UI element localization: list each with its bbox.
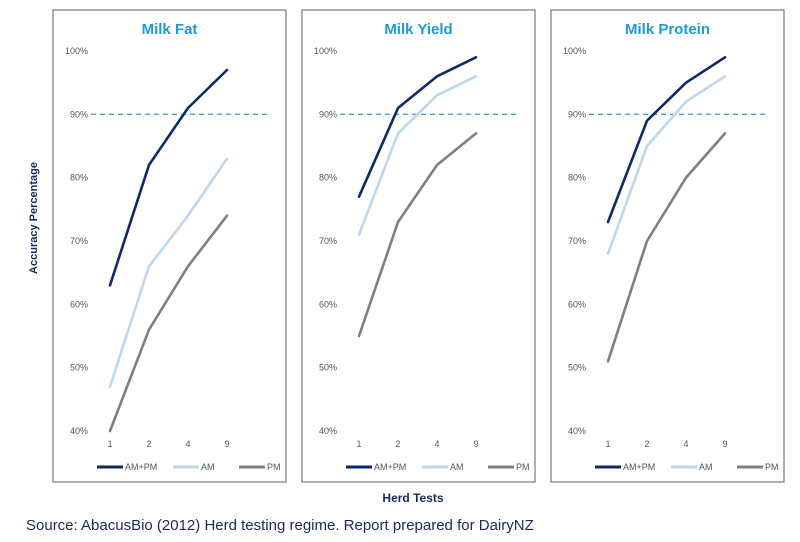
milk-protein-panel-frame <box>550 9 785 483</box>
milk-fat-ytick-label: 90% <box>70 109 88 119</box>
milk-protein-xtick-label: 9 <box>722 439 727 449</box>
milk-yield-legend-label: AM <box>450 462 464 472</box>
milk-protein-ytick-label: 50% <box>568 363 586 373</box>
milk-fat-legend-label: PM <box>267 462 281 472</box>
milk-yield-legend-label: PM <box>516 462 530 472</box>
milk-protein-ytick-label: 70% <box>568 236 586 246</box>
milk-yield-series-am-plus-pm <box>357 56 478 198</box>
milk-fat-xtick-label: 9 <box>224 439 229 449</box>
milk-protein-legend-label: AM <box>699 462 713 472</box>
milk-yield-panel-frame <box>301 9 536 483</box>
milk-fat-legend-label: AM <box>201 462 215 472</box>
milk-yield-xtick-label: 4 <box>434 439 439 449</box>
milk-fat-legend-label: AM+PM <box>125 462 157 472</box>
milk-protein-series-am-plus-pm <box>606 56 727 224</box>
milk-yield-ytick-label: 90% <box>319 109 337 119</box>
milk-protein-legend-label: PM <box>765 462 779 472</box>
milk-protein-ytick-label: 90% <box>568 109 586 119</box>
milk-yield-ytick-label: 40% <box>319 426 337 436</box>
milk-yield-ytick-label: 100% <box>314 46 337 56</box>
milk-protein-ytick-label: 80% <box>568 173 586 183</box>
milk-protein-ytick-label: 40% <box>568 426 586 436</box>
milk-fat-series-am-plus-pm <box>108 68 229 287</box>
milk-fat-series-pm <box>108 214 229 433</box>
milk-fat-ytick-label: 100% <box>65 46 88 56</box>
milk-yield-ytick-label: 60% <box>319 299 337 309</box>
milk-protein-title: Milk Protein <box>625 21 710 38</box>
milk-fat-ytick-label: 60% <box>70 299 88 309</box>
milk-yield-xtick-label: 9 <box>473 439 478 449</box>
milk-fat-series-am <box>108 157 229 388</box>
milk-protein-series-pm <box>606 132 727 363</box>
milk-protein-xtick-label: 4 <box>683 439 688 449</box>
milk-yield-ytick-label: 70% <box>319 236 337 246</box>
milk-fat-ytick-label: 50% <box>70 363 88 373</box>
milk-fat-ytick-label: 40% <box>70 426 88 436</box>
source-caption: Source: AbacusBio (2012) Herd testing re… <box>26 517 534 534</box>
milk-yield-series-am <box>357 75 478 236</box>
milk-yield-legend-label: AM+PM <box>374 462 406 472</box>
milk-fat-xtick-label: 2 <box>146 439 151 449</box>
milk-fat-title: Milk Fat <box>142 21 198 38</box>
milk-protein-ytick-label: 100% <box>563 46 586 56</box>
milk-protein-xtick-label: 1 <box>605 439 610 449</box>
milk-yield-xtick-label: 1 <box>356 439 361 449</box>
milk-protein-series-am <box>606 75 727 255</box>
milk-fat-panel-frame <box>52 9 287 483</box>
milk-yield-ytick-label: 80% <box>319 173 337 183</box>
milk-yield-ytick-label: 50% <box>319 363 337 373</box>
milk-yield-title: Milk Yield <box>384 21 452 38</box>
x-axis-label: Herd Tests <box>382 491 443 505</box>
milk-protein-xtick-label: 2 <box>644 439 649 449</box>
milk-fat-xtick-label: 1 <box>107 439 112 449</box>
milk-fat-xtick-label: 4 <box>185 439 190 449</box>
milk-yield-series-pm <box>357 132 478 338</box>
milk-fat-ytick-label: 70% <box>70 236 88 246</box>
y-axis-label: Accuracy Percentage <box>28 162 40 274</box>
milk-fat-ytick-label: 80% <box>70 173 88 183</box>
milk-protein-legend-label: AM+PM <box>623 462 655 472</box>
milk-protein-ytick-label: 60% <box>568 299 586 309</box>
milk-yield-xtick-label: 2 <box>395 439 400 449</box>
